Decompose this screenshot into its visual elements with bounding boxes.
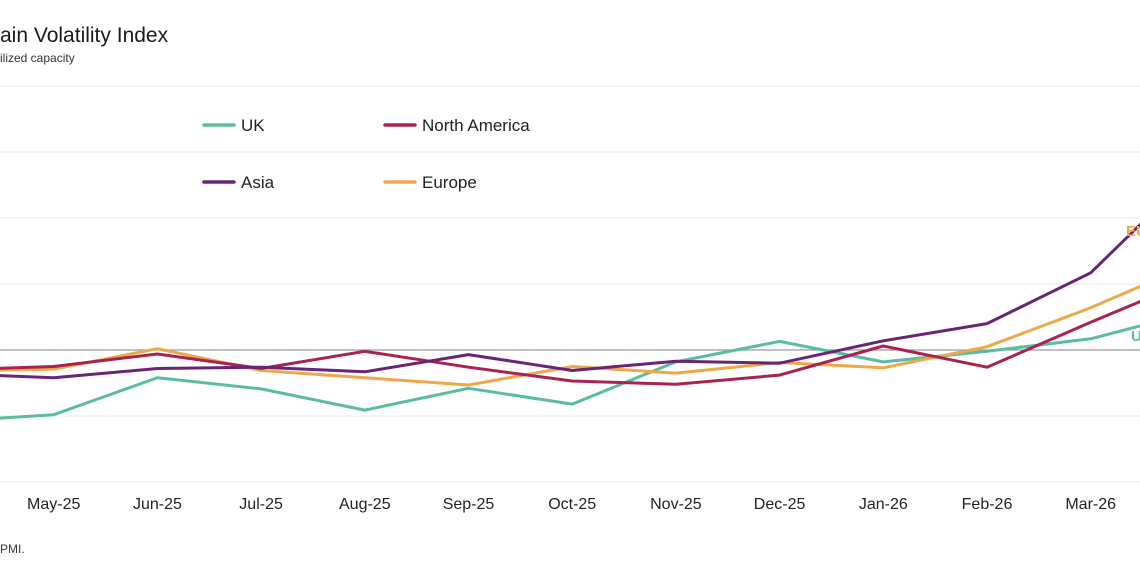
series-end-labels: U EU	[1126, 223, 1140, 345]
legend-label: North America	[422, 116, 530, 135]
x-tick-label: Feb-26	[962, 496, 1013, 513]
legend-item-europe: Europe	[383, 173, 477, 192]
series-end-label: U	[1131, 328, 1140, 345]
x-tick-label: Jul-25	[239, 496, 283, 513]
x-tick-label: May-25	[27, 496, 80, 513]
x-tick-label: Jan-26	[859, 496, 908, 513]
chart-subtitle: ilized capacity	[0, 51, 75, 65]
legend-label: Asia	[241, 173, 275, 192]
series-line-north-america	[0, 299, 1140, 386]
x-tick-label: Mar-26	[1065, 496, 1116, 513]
x-tick-label: Dec-25	[754, 496, 806, 513]
gridlines	[0, 85, 1140, 483]
series-line-uk	[0, 324, 1140, 420]
x-tick-label: Aug-25	[339, 496, 391, 513]
legend-item-uk: UK	[202, 116, 265, 135]
series-lines	[0, 222, 1140, 420]
legend-label: Europe	[422, 173, 477, 192]
x-tick-label: Oct-25	[548, 496, 596, 513]
legend-label: UK	[241, 116, 265, 135]
series-line-europe	[0, 284, 1140, 387]
legend-item-north-america: North America	[383, 116, 530, 135]
chart-title: ain Volatility Index	[0, 24, 169, 47]
series-line-asia	[0, 222, 1140, 380]
legend: UK North America Asia Europe	[202, 116, 530, 192]
x-tick-label: Nov-25	[650, 496, 702, 513]
x-axis-ticks: May-25 Jun-25 Jul-25 Aug-25 Sep-25 Oct-25 Nov-…	[27, 496, 1116, 513]
source-note: PMI.	[0, 542, 25, 556]
x-tick-label: Jun-25	[133, 496, 182, 513]
x-tick-label: Sep-25	[443, 496, 495, 513]
legend-item-asia: Asia	[202, 173, 275, 192]
series-end-label: EU	[1126, 223, 1140, 240]
